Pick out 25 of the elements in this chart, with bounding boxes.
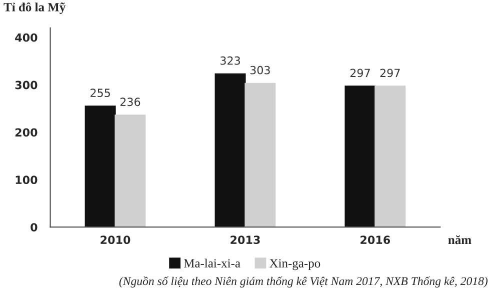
data-label: 297 [350,68,370,78]
data-label: 303 [250,66,270,74]
x-tick-label: 2016 [360,236,390,244]
text: (Nguồn số liệu theo Niên giám thống kê Việt Nam 2017, NXB Thống kê, 2018) [119,276,488,288]
data-label: 323 [220,56,240,65]
x-tick-label: 2013 [230,236,260,244]
y-tick-label: 200 [15,128,38,137]
y-tick-label: 400 [15,33,38,42]
legend-label: Xin-ga-po [270,259,320,270]
y-tick-label: 300 [15,80,38,90]
data-label: 297 [380,68,400,78]
bar [374,86,406,228]
x-tick-label: 2010 [100,236,130,244]
bar [114,114,146,228]
y-tick-label: 100 [16,176,38,184]
bar [244,82,276,228]
y-axis-title: Tỉ đô la Mỹ [4,2,66,14]
bar [84,106,116,228]
data-label: 236 [120,98,140,106]
data-label: 255 [90,88,110,98]
y-tick-label: 0 [30,223,38,232]
bar [214,73,246,228]
x-axis-title: năm [448,235,472,244]
legend-label: Ma-lai-xi-a [184,258,240,268]
bar [344,86,376,228]
